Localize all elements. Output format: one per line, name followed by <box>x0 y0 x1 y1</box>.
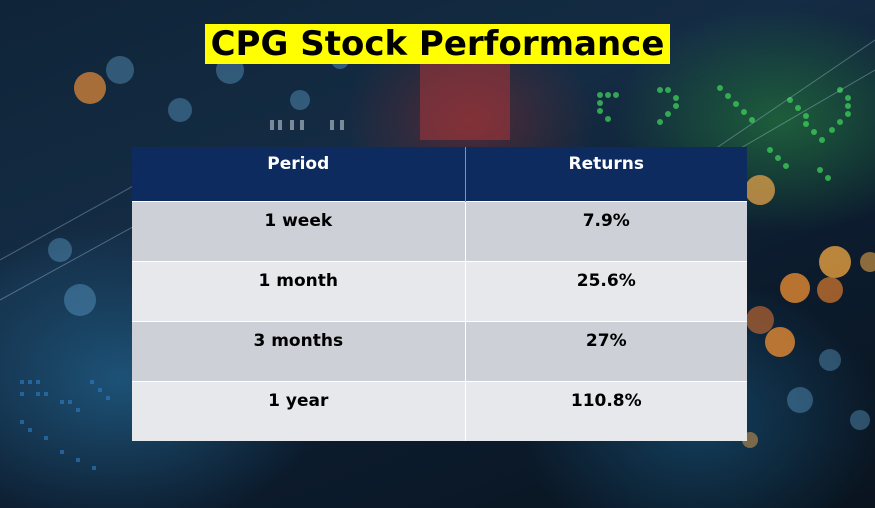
performance-table: Period Returns 1 week 7.9% 1 month 25.6%… <box>132 147 747 441</box>
returns-cell: 110.8% <box>465 380 747 441</box>
period-cell: 3 months <box>132 320 466 381</box>
title-container: CPG Stock Performance <box>0 24 875 64</box>
returns-cell: 7.9% <box>465 200 747 261</box>
returns-cell: 25.6% <box>465 260 747 321</box>
column-header-period: Period <box>132 147 466 201</box>
table-row: 1 year 110.8% <box>132 380 747 441</box>
page-title: CPG Stock Performance <box>204 24 671 64</box>
period-cell: 1 month <box>132 260 466 321</box>
table-row: 1 week 7.9% <box>132 200 747 261</box>
period-cell: 1 year <box>132 380 466 441</box>
table-row: 1 month 25.6% <box>132 260 747 321</box>
table-header-row: Period Returns <box>132 147 747 201</box>
column-header-returns: Returns <box>465 147 747 201</box>
returns-cell: 27% <box>465 320 747 381</box>
table-row: 3 months 27% <box>132 320 747 381</box>
period-cell: 1 week <box>132 200 466 261</box>
